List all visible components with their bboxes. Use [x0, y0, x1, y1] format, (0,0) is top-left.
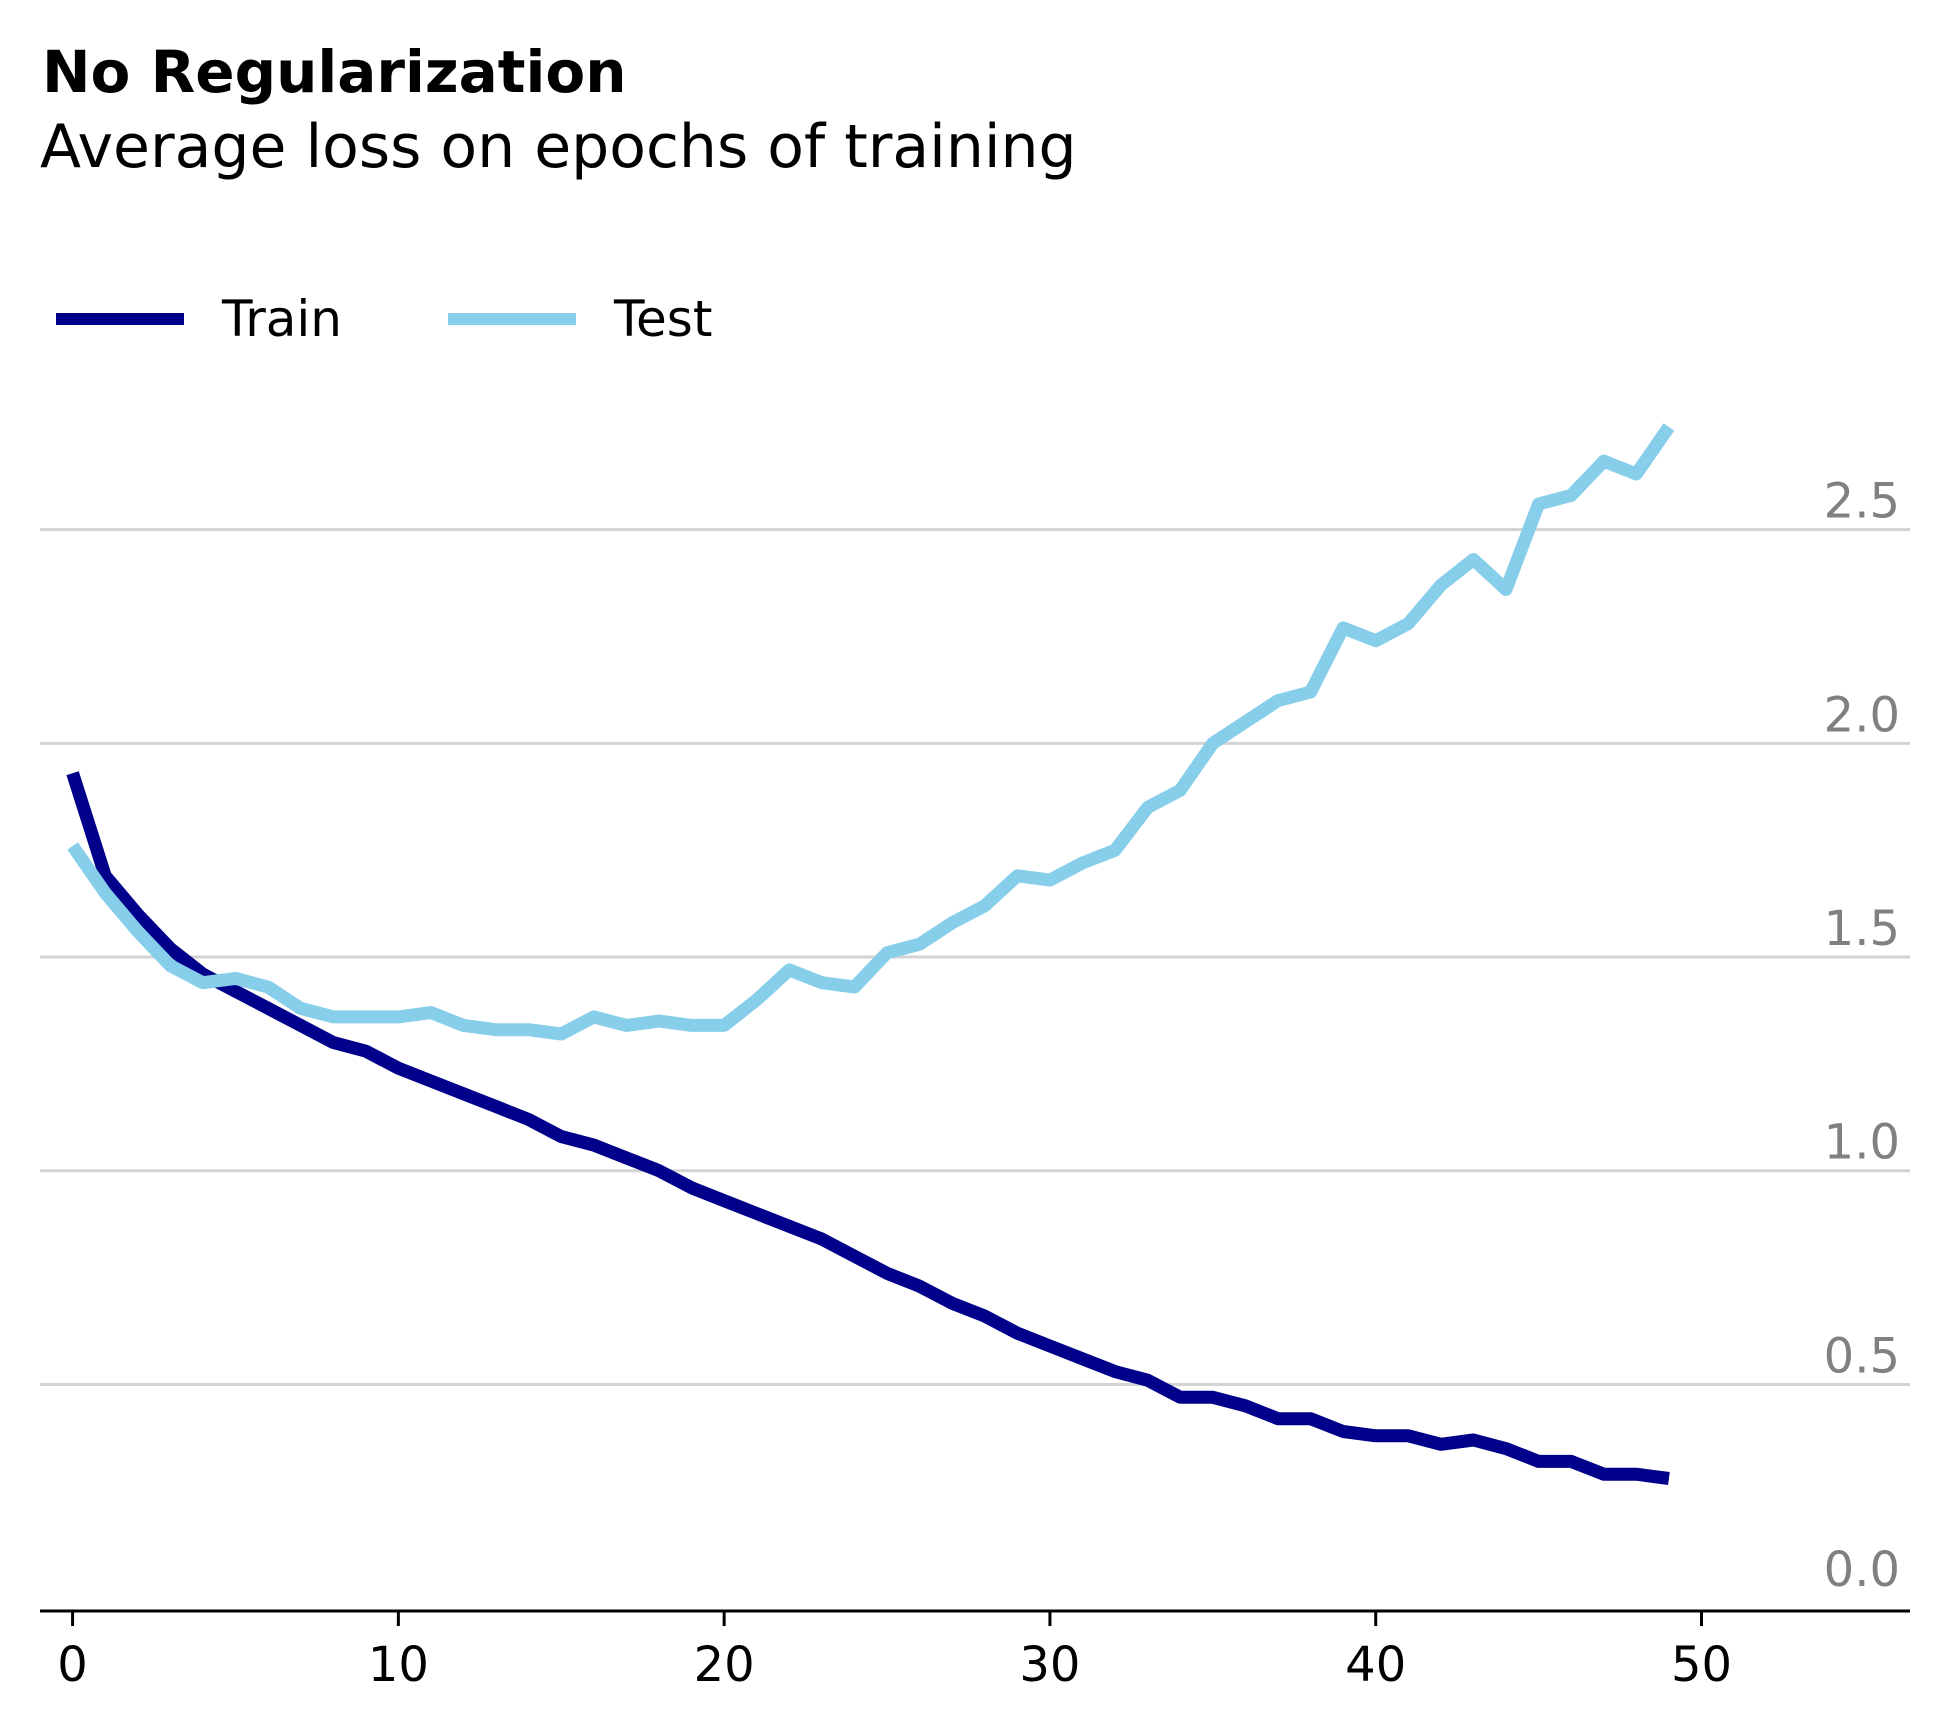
- legend-label-train: Train: [222, 290, 342, 348]
- y-tick-label: 2.0: [1824, 687, 1900, 743]
- legend-label-test: Test: [613, 290, 713, 348]
- legend-swatch-train: [56, 313, 184, 325]
- series-line-test: [67, 423, 1675, 1041]
- y-tick-label: 0.5: [1824, 1328, 1900, 1384]
- x-tick-label: 30: [1019, 1637, 1080, 1693]
- series-line-train: [66, 771, 1670, 1485]
- x-tick-label: 40: [1345, 1637, 1406, 1693]
- data-series: [66, 423, 1675, 1485]
- x-tick-label: 50: [1671, 1637, 1732, 1693]
- legend-item-train: Train: [56, 290, 342, 348]
- y-tick-label: 1.0: [1824, 1115, 1900, 1171]
- grid-lines: [40, 528, 1910, 1386]
- chart-title: No Regularization: [42, 38, 627, 106]
- x-axis: 0 10 20 30 40 50: [40, 1609, 1910, 1693]
- y-tick-label: 1.5: [1824, 901, 1900, 957]
- legend: Train Test: [56, 288, 818, 350]
- legend-item-test: Test: [447, 290, 713, 348]
- x-tick-label: 20: [694, 1637, 755, 1693]
- x-tick-label: 0: [57, 1637, 88, 1693]
- y-tick-label: 0.0: [1824, 1542, 1900, 1598]
- legend-swatch-test: [447, 313, 576, 325]
- x-tick-label: 10: [368, 1637, 429, 1693]
- y-tick-label: 2.5: [1824, 474, 1900, 530]
- chart-subtitle: Average loss on epochs of training: [40, 112, 1077, 182]
- y-tick-labels: 0.0 0.5 1.0 1.5 2.0 2.5: [1824, 474, 1900, 1599]
